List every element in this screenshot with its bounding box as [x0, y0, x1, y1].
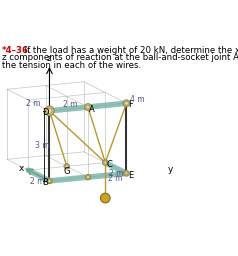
Text: z: z	[46, 54, 51, 63]
Text: G: G	[64, 167, 70, 176]
Text: If the load has a weight of 20 kN, determine the x, y,: If the load has a weight of 20 kN, deter…	[19, 46, 238, 55]
Text: 4 m: 4 m	[130, 95, 145, 104]
Text: A: A	[89, 105, 95, 114]
Text: 2 m: 2 m	[26, 99, 41, 108]
Circle shape	[47, 108, 52, 113]
Text: z components of reaction at the ball-and-socket joint A and: z components of reaction at the ball-and…	[2, 53, 238, 62]
Text: the tension in each of the wires.: the tension in each of the wires.	[2, 61, 141, 70]
Circle shape	[47, 178, 52, 184]
Circle shape	[48, 179, 51, 183]
Circle shape	[125, 172, 128, 175]
Text: 2 m: 2 m	[108, 174, 123, 183]
Text: E: E	[128, 171, 133, 180]
Text: y: y	[168, 165, 173, 174]
Text: D: D	[42, 108, 49, 118]
Circle shape	[100, 193, 110, 203]
Circle shape	[64, 164, 69, 169]
Text: *4–36.: *4–36.	[2, 46, 32, 55]
Text: 3 m: 3 m	[35, 141, 50, 150]
Circle shape	[104, 161, 107, 164]
Text: x: x	[18, 164, 24, 173]
Circle shape	[86, 176, 89, 179]
Circle shape	[124, 170, 129, 176]
Circle shape	[84, 104, 91, 111]
Circle shape	[103, 160, 108, 165]
Text: F: F	[128, 100, 133, 109]
Text: 2 m: 2 m	[63, 100, 77, 109]
Text: 2 m: 2 m	[30, 177, 44, 186]
Circle shape	[124, 101, 128, 105]
Circle shape	[85, 174, 91, 180]
Text: B: B	[42, 178, 48, 187]
Circle shape	[123, 100, 130, 107]
Circle shape	[45, 106, 54, 116]
Circle shape	[65, 165, 68, 168]
Text: 2 m: 2 m	[109, 169, 123, 178]
Text: C: C	[106, 160, 112, 169]
Circle shape	[86, 105, 90, 109]
